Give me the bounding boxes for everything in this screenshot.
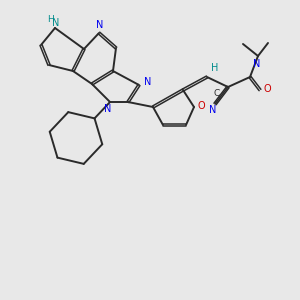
Text: O: O [197, 101, 205, 111]
Text: N: N [96, 20, 104, 30]
Text: N: N [104, 104, 112, 114]
Text: O: O [263, 84, 271, 94]
Text: C: C [213, 89, 220, 98]
Text: H: H [46, 16, 53, 25]
Text: N: N [52, 18, 60, 28]
Text: N: N [144, 77, 152, 87]
Text: N: N [253, 59, 261, 69]
Text: N: N [209, 105, 217, 115]
Text: H: H [211, 63, 219, 73]
